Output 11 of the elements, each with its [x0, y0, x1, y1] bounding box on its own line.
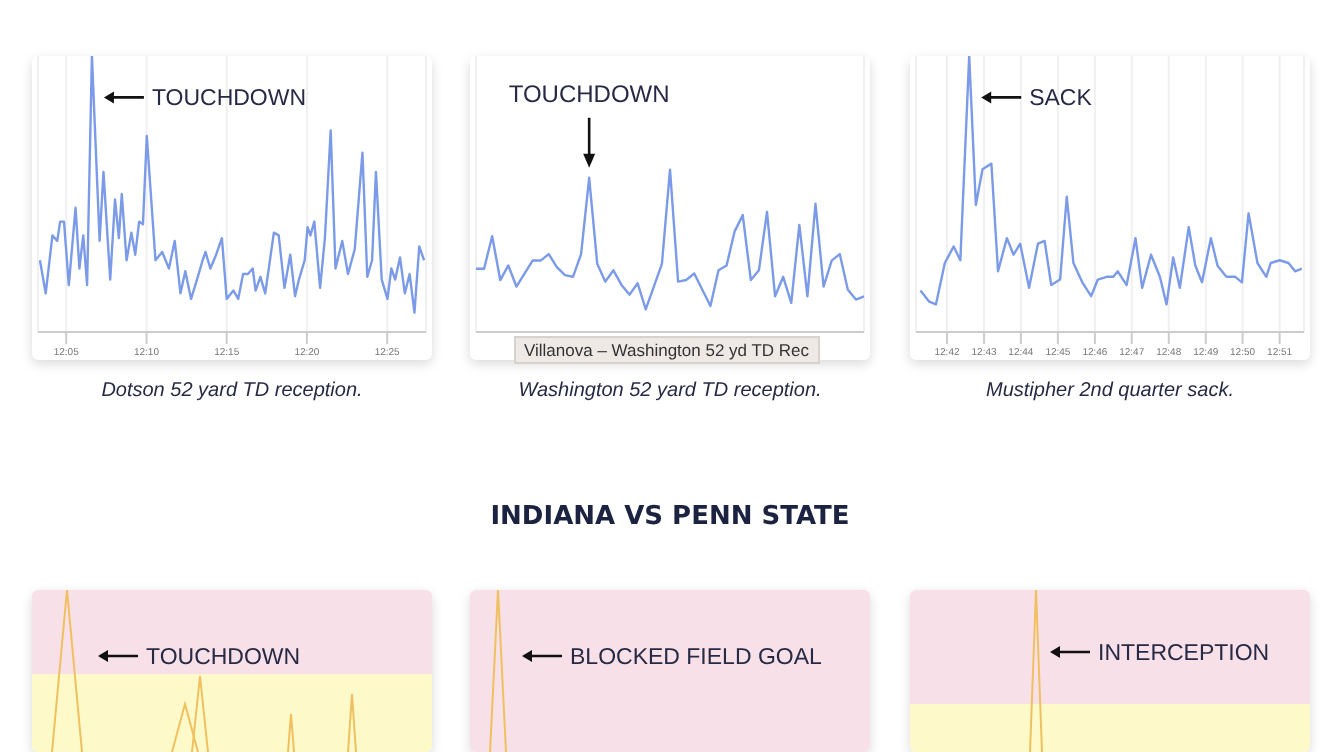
text: Dotson 52 yard TD reception. [99, 380, 365, 402]
annotation: SACK [1029, 87, 1093, 112]
text: Washington 52 yard TD reception. [516, 380, 824, 402]
text: BLOCKED FIELD GOAL [570, 646, 824, 670]
annotation: TOUCHDOWN [151, 87, 307, 112]
text: Mustipher 2nd quarter sack. [984, 380, 1236, 402]
annotation: TOUCHDOWN [508, 79, 670, 108]
text: INDIANA VS PENN STATE [488, 502, 852, 532]
text: INTERCEPTION [1098, 642, 1270, 666]
text: Villanova – Washington 52 yd TD Rec [514, 336, 820, 364]
text: TOUCHDOWN [146, 646, 301, 670]
